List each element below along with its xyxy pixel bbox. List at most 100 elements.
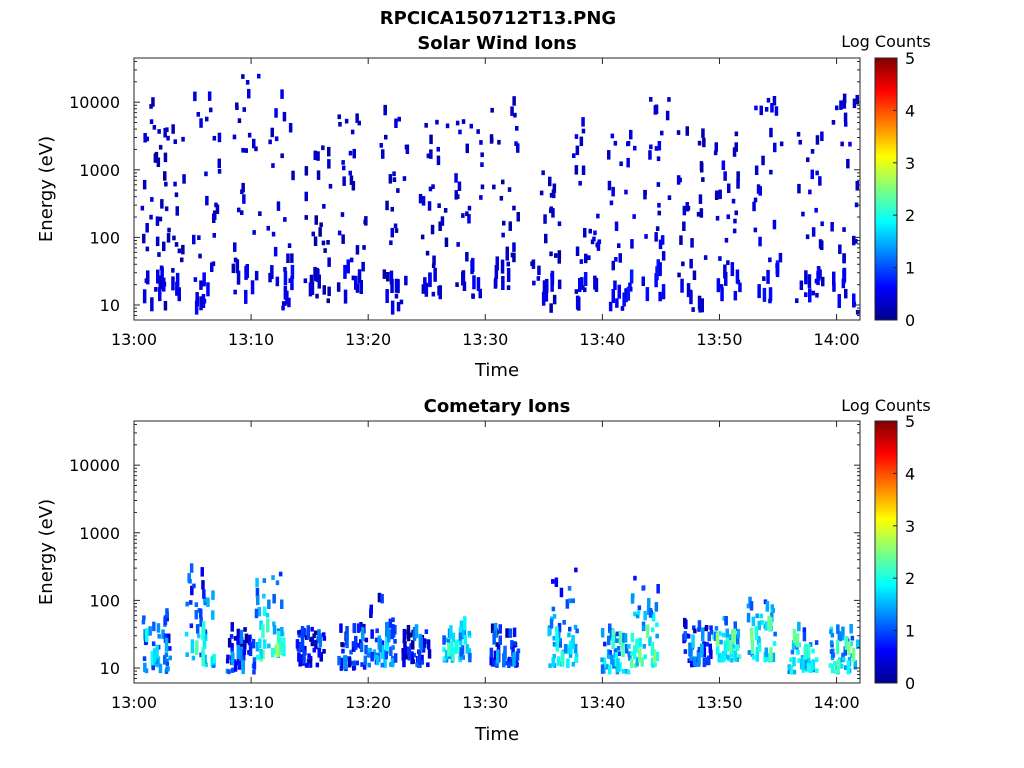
spectrogram-cell [508, 628, 512, 638]
spectrogram-cell [167, 227, 171, 233]
spectrogram-cell [790, 649, 795, 655]
spectrogram-cell [189, 600, 193, 605]
spectrogram-cell [144, 628, 149, 643]
spectrogram-cell [614, 257, 618, 262]
spectrogram-cell [844, 288, 848, 299]
spectrogram-cell [583, 287, 587, 293]
spectrogram-cell [702, 657, 707, 668]
spectrogram-cell [756, 635, 761, 646]
spectrogram-cell [315, 267, 319, 282]
x-tick-label: 14:00 [814, 693, 860, 712]
spectrogram-cell [807, 644, 811, 658]
spectrogram-cell [516, 143, 520, 153]
spectrogram-cell [145, 136, 149, 142]
spectrogram-cell [758, 236, 762, 247]
spectrogram-cell [227, 638, 232, 648]
spectrogram-cell [240, 210, 244, 215]
spectrogram-cell [701, 177, 705, 182]
spectrogram-cell [357, 120, 361, 126]
spectrogram-cell [797, 621, 801, 632]
spectrogram-cell [304, 166, 309, 176]
colorbar-label: Log Counts [841, 32, 931, 51]
spectrogram-cell [769, 616, 773, 631]
spectrogram-cell [701, 627, 705, 642]
spectrogram-cell [581, 128, 586, 134]
spectrogram-cell [156, 157, 161, 167]
spectrogram-cell [426, 662, 430, 668]
spectrogram-cell [340, 212, 345, 217]
spectrogram-cell [242, 651, 246, 661]
spectrogram-cell [429, 149, 433, 159]
spectrogram-cell [751, 616, 756, 627]
spectrogram-cell [829, 640, 834, 645]
spectrogram-cell [644, 234, 648, 239]
spectrogram-cell [757, 284, 761, 299]
spectrogram-cell [655, 226, 660, 231]
spectrogram-cell [437, 203, 441, 208]
spectrogram-cell [469, 123, 473, 129]
spectrogram-cell [384, 134, 388, 140]
spectrogram-cell [349, 175, 354, 185]
spectrogram-cell [808, 189, 812, 195]
x-tick-label: 13:40 [579, 330, 625, 349]
spectrogram-cell [402, 638, 406, 644]
spectrogram-cell [536, 276, 541, 281]
spectrogram-cell [364, 216, 368, 226]
spectrogram-cell [810, 661, 814, 672]
spectrogram-cell [342, 655, 347, 670]
spectrogram-cell [580, 277, 584, 287]
spectrogram-cell [849, 641, 854, 646]
x-tick-label: 13:50 [696, 693, 742, 712]
spectrogram-cell [298, 657, 302, 667]
spectrogram-cell [657, 141, 662, 151]
spectrogram-cell [835, 640, 840, 655]
spectrogram-cell [567, 586, 572, 591]
spectrogram-cell [557, 623, 562, 633]
spectrogram-cell [854, 202, 859, 208]
spectrogram-cell [768, 287, 773, 302]
x-axis-label: Time [474, 360, 519, 381]
spectrogram-cell [542, 280, 547, 295]
spectrogram-cell [574, 134, 579, 139]
spectrogram-cell [558, 638, 562, 648]
spectrogram-cell [539, 190, 544, 196]
spectrogram-cell [771, 652, 776, 663]
spectrogram-cell [562, 620, 566, 625]
spectrogram-cell [764, 647, 768, 657]
spectrogram-cell [472, 275, 476, 290]
spectrogram-cell [571, 661, 576, 667]
spectrogram-cell [384, 649, 388, 660]
spectrogram-cell [571, 598, 575, 604]
spectrogram-cell [853, 660, 857, 670]
spectrogram-cell [797, 658, 801, 663]
spectrogram-cell [165, 658, 169, 664]
spectrogram-cell [203, 654, 207, 665]
spectrogram-cell [143, 133, 147, 143]
spectrogram-cell [512, 205, 516, 211]
spectrogram-cell [152, 648, 157, 663]
spectrogram-cell [352, 660, 357, 670]
spectrogram-cell [418, 193, 423, 204]
spectrogram-cell [192, 234, 196, 245]
spectrogram-cell [480, 184, 485, 190]
spectrogram-cell [577, 296, 581, 311]
spectrogram-cell [158, 663, 163, 674]
spectrogram-cell [174, 192, 179, 198]
spectrogram-cell [338, 121, 342, 127]
spectrogram-cell [185, 601, 189, 607]
spectrogram-cell [616, 646, 621, 651]
spectrogram-cell [308, 282, 313, 297]
spectrogram-cell [465, 211, 469, 217]
spectrogram-cell [680, 278, 684, 293]
spectrogram-cell [363, 655, 368, 666]
spectrogram-cell [235, 102, 239, 108]
spectrogram-cell [201, 647, 205, 662]
spectrogram-cell [654, 602, 659, 612]
spectrogram-cell [354, 275, 358, 290]
spectrogram-cell [657, 202, 661, 208]
spectrogram-cell [836, 659, 840, 674]
spectrogram-cell [204, 171, 208, 177]
spectrogram-cell [157, 633, 161, 639]
spectrogram-cell [557, 221, 562, 227]
spectrogram-cell [551, 208, 555, 218]
